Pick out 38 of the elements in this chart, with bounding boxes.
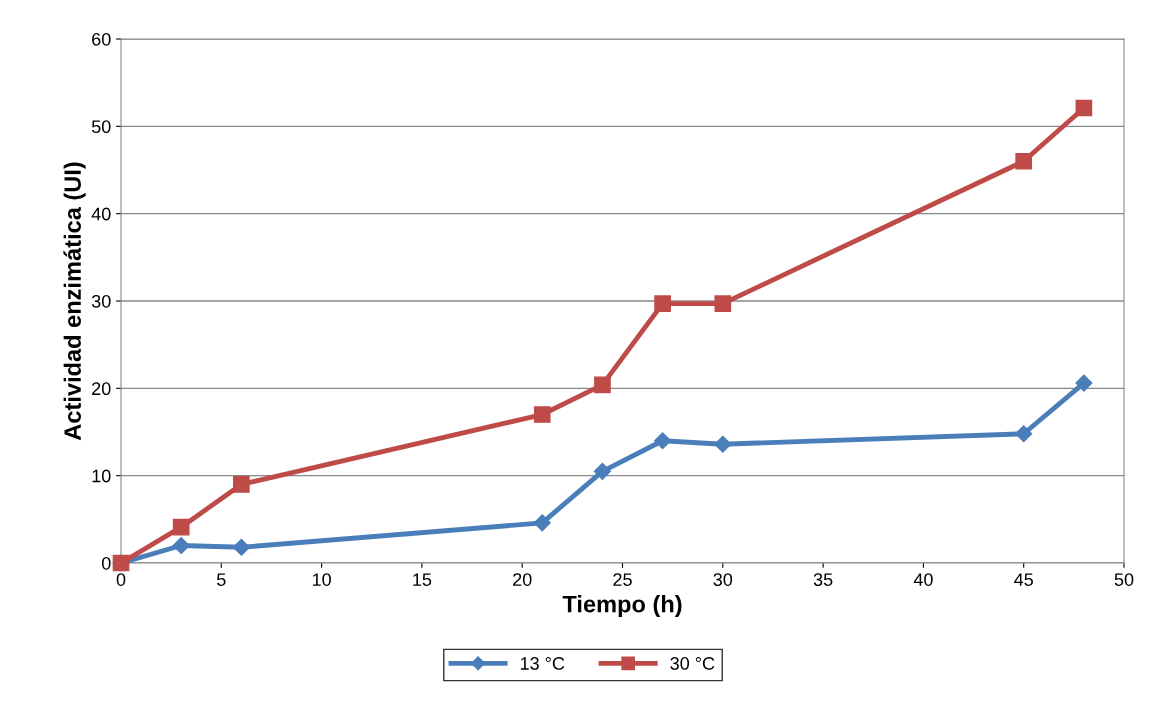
point [1075,99,1093,117]
point [1015,152,1033,170]
point [654,295,671,312]
point [714,295,732,312]
x-tick-label: 10 [312,573,331,586]
y-tick-label: 10 [92,469,111,483]
point [232,538,250,556]
x-axis-title: Tiempo (h) [562,595,682,618]
point [1075,374,1093,392]
legend-label: 30 °C [670,657,715,670]
x-tick-label: 5 [217,573,226,586]
y-tick-label: 40 [91,207,111,221]
x-tick-label: 30 [713,573,733,586]
point [714,435,732,453]
point [533,406,551,423]
y-tick-label: 30 [91,294,111,308]
x-tick-label: 35 [813,573,833,586]
y-axis-title: Actividad enzimática (UI) [63,162,86,441]
x-tick-label: 0 [116,573,126,586]
y-tick-label: 20 [92,382,111,396]
y-tick-label: 0 [101,556,111,570]
y-tick-label: 50 [91,120,111,134]
point [654,432,672,450]
point [593,462,611,480]
x-tick-label: 50 [1114,573,1134,586]
x-tick-label: 45 [1014,573,1033,586]
x-tick-label: 20 [513,573,532,586]
point [594,376,611,394]
point [1015,425,1033,443]
legend-label: 13 °C [520,657,565,670]
x-tick-label: 40 [913,573,933,586]
point [172,518,190,536]
point [233,476,250,493]
x-tick-label: 15 [413,573,432,586]
point [172,536,190,555]
point [533,514,551,532]
x-tick-label: 25 [613,573,632,586]
y-tick-label: 60 [92,32,111,46]
